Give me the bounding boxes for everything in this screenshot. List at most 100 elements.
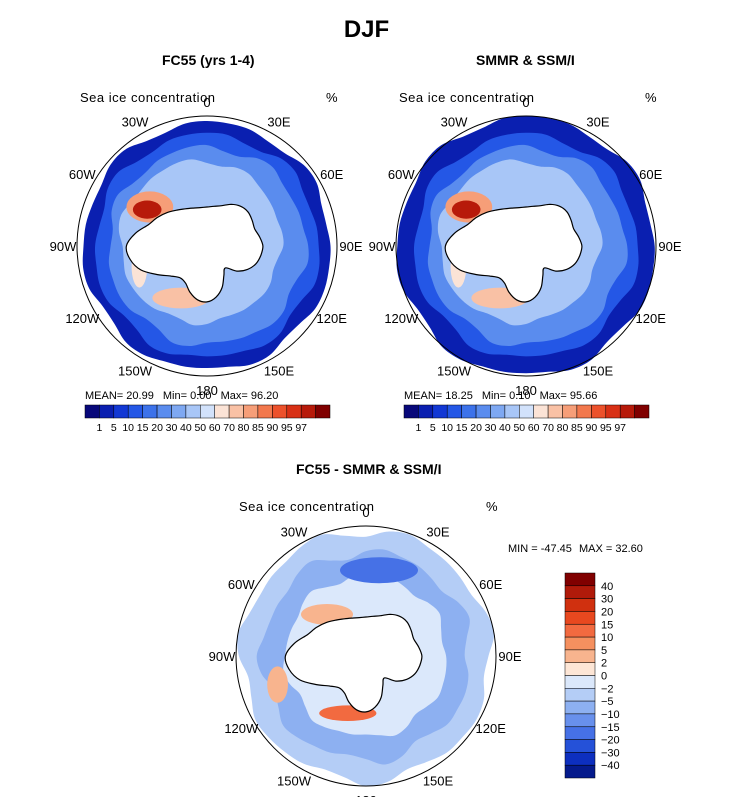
colorbar-label: 80 (557, 422, 569, 434)
colorbar-cell (315, 404, 331, 419)
colorbar-label: −10 (601, 709, 620, 721)
colorbar-cell (519, 404, 534, 419)
colorbar-label: 50 (194, 422, 206, 434)
longitude-label: 30W (441, 114, 468, 129)
longitude-label: 120W (384, 311, 419, 326)
colorbar-cell (564, 675, 596, 689)
max-value: 32.60 (615, 543, 643, 555)
variable-label-observed: Sea ice concentration (399, 90, 535, 105)
max-label: Max= (539, 390, 567, 402)
colorbar-cell (142, 404, 158, 419)
longitude-label: 30E (267, 114, 290, 129)
colorbar-cell (446, 404, 462, 419)
min-value: 0.10 (509, 390, 531, 402)
panel-title-model: FC55 (yrs 1-4) (162, 52, 255, 68)
colorbar-observed: 1 5 10 15 20 30 40 50 60 70 80 85 90 95 97 (403, 404, 650, 434)
colorbar-cell (564, 739, 596, 753)
colorbar-cell (214, 404, 230, 419)
longitude-label: 150E (264, 364, 295, 379)
min-label: Min= (162, 390, 188, 402)
longitude-label: 90W (209, 649, 236, 664)
colorbar-label: −5 (601, 696, 614, 708)
colorbar-model: 1 5 10 15 20 30 40 50 60 70 80 85 90 95 97 (84, 404, 331, 434)
min-value: 0.00 (190, 390, 212, 402)
colorbar-label: 30 (601, 594, 613, 606)
longitude-label: 150W (118, 364, 153, 379)
map-boundary (395, 115, 657, 377)
colorbar-cell (619, 404, 635, 419)
longitude-label: 180 (515, 383, 537, 398)
colorbar-cell (564, 636, 596, 651)
colorbar-label: 5 (430, 422, 436, 434)
colorbar-cell (564, 611, 596, 625)
max-value: 96.20 (250, 390, 279, 402)
colorbar-label: 5 (111, 422, 117, 434)
colorbar-label: 40 (180, 422, 192, 434)
colorbar-cell (257, 404, 273, 419)
panel-title-difference: FC55 - SMMR & SSM/I (296, 461, 442, 477)
colorbar-cell (461, 404, 477, 419)
colorbar-cell (564, 700, 596, 715)
colorbar-cell (634, 404, 650, 419)
weddell-core (451, 200, 481, 219)
mean-label: MEAN= (85, 390, 124, 402)
antarctica-outline (444, 203, 583, 303)
colorbar-cell (564, 726, 596, 740)
colorbar-cell (533, 404, 549, 419)
weddell-core (132, 200, 162, 219)
longitude-label: 0 (362, 505, 369, 520)
unit-label-observed: % (645, 90, 657, 105)
colorbar-cell (418, 404, 434, 419)
longitude-label: 120W (65, 311, 100, 326)
colorbar-cell (591, 404, 607, 419)
colorbar-label: 70 (542, 422, 554, 434)
longitude-label: 120E (317, 311, 348, 326)
map-boundary (76, 115, 338, 377)
colorbar-label: 2 (601, 658, 607, 670)
unit-label-difference: % (486, 499, 498, 514)
longitude-label: 180 (355, 793, 377, 797)
antarctica-outline (284, 613, 423, 713)
diff-positive-west (267, 666, 288, 703)
colorbar-label: 1 (415, 422, 421, 434)
diff-negative-north (340, 557, 418, 584)
longitude-label: 30W (122, 114, 149, 129)
stats-model: MEAN= 20.99 Min= 0.00 Max= 96.20 (85, 390, 278, 402)
colorbar-label: 1 (96, 422, 102, 434)
colorbar-label: −20 (601, 735, 620, 747)
panel-title-observed: SMMR & SSM/I (476, 52, 575, 68)
longitude-label: 60E (479, 577, 502, 592)
colorbar-label: 15 (456, 422, 468, 434)
antarctica-outline (125, 203, 264, 303)
map-boundary (235, 525, 497, 787)
longitude-label: 30E (426, 524, 449, 539)
colorbar-cell (185, 404, 201, 419)
colorbar-label: 10 (441, 422, 453, 434)
colorbar-cell (564, 598, 596, 612)
colorbar-cell (564, 662, 596, 676)
colorbar-cell (156, 404, 172, 419)
colorbar-label: 97 (614, 422, 626, 434)
longitude-label: 0 (203, 95, 210, 110)
colorbar-cell (564, 585, 596, 599)
polar-map-difference: 0 30E 60E 90E 120E 150E 180 150W 120W 90W 60W 30W (209, 505, 522, 797)
colorbar-cell (432, 404, 448, 419)
colorbar-cell (272, 404, 288, 419)
colorbar-label: 20 (151, 422, 163, 434)
colorbar-cell (564, 752, 596, 766)
colorbar-cell (171, 404, 187, 419)
longitude-label: 60W (69, 167, 96, 182)
longitude-label: 150E (423, 774, 454, 789)
main-title: DJF (343, 16, 390, 43)
colorbar-cell (99, 404, 115, 419)
longitude-label: 60E (320, 167, 343, 182)
max-label: Max= (220, 390, 248, 402)
longitude-label: 150W (277, 774, 312, 789)
colorbar-label: 95 (281, 422, 293, 434)
longitude-label: 90E (339, 239, 362, 254)
colorbar-cell (286, 404, 302, 419)
colorbar-label: 97 (295, 422, 307, 434)
colorbar-cell (547, 404, 563, 419)
mean-value: 20.99 (126, 390, 154, 402)
